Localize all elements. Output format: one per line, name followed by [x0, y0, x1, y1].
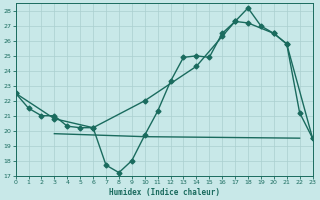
X-axis label: Humidex (Indice chaleur): Humidex (Indice chaleur) — [108, 188, 220, 197]
